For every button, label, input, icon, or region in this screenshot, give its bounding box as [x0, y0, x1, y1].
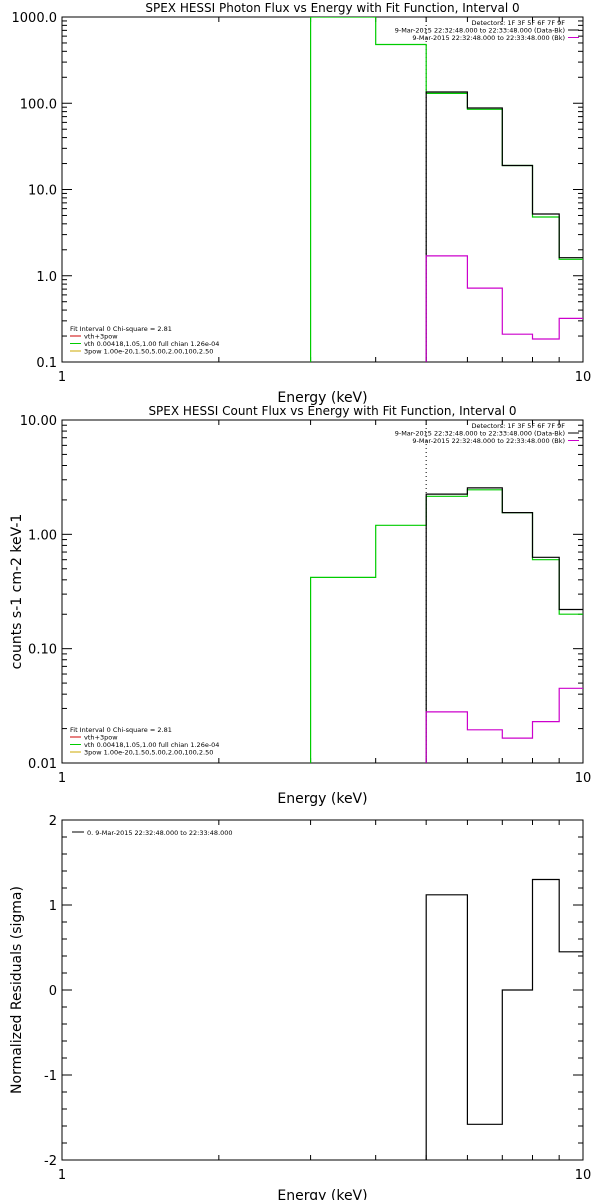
chart-title: SPEX HESSI Count Flux vs Energy with Fit…	[148, 404, 516, 418]
x-tick-label: 1	[58, 370, 66, 385]
y-tick-label: 0.10	[28, 643, 57, 658]
series-group	[425, 878, 583, 1160]
y-tick-label: 1.00	[28, 528, 57, 543]
series-line-1	[310, 17, 583, 362]
y-tick-label: 2	[49, 814, 57, 829]
y-tick-label: -1	[44, 1069, 57, 1084]
legend-entry: 9-Mar-2015 22:32:48.000 to 22:33:48.000 …	[395, 430, 565, 438]
y-tick-label: 100.0	[20, 97, 57, 112]
x-axis-label: Energy (keV)	[277, 390, 367, 406]
y-axis-label: counts s-1 cm-2 keV-1	[9, 514, 25, 670]
chart-panel-3: 1 10 -2 -1 0 1 2 Energy (keV) Normalized Residua…	[9, 814, 591, 1200]
x-tick-label: 1	[58, 771, 66, 786]
y-tick-label: 1	[49, 899, 57, 914]
x-tick-label: 10	[575, 1168, 592, 1183]
chart-panel-2: SPEX HESSI Count Flux vs Energy with Fit…	[9, 404, 591, 807]
y-tick-label: 0.01	[28, 757, 57, 772]
y-tick-label: 10.0	[28, 184, 57, 199]
y-tick-label: 0	[49, 984, 57, 999]
legend-entry: 9-Mar-2015 22:32:48.000 to 22:33:48.000 …	[412, 34, 565, 42]
legend-entry: Detectors: 1F 3F 5F 6F 7F 9F	[471, 422, 565, 430]
legend-entry: Fit Interval 0 Chi-square = 2.81	[70, 325, 172, 333]
series-line-3	[425, 255, 583, 362]
legend-entry: vth 0.00418,1.05,1.00 full chian 1.26e-0…	[84, 340, 219, 348]
y-tick-label: 1.0	[36, 270, 57, 285]
series-line-2	[425, 487, 583, 763]
y-axis-label: Normalized Residuals (sigma)	[9, 886, 25, 1094]
legend-entry: 9-Mar-2015 22:32:48.000 to 22:33:48.000 …	[412, 437, 565, 445]
y-tick-label: -2	[44, 1154, 57, 1169]
legend-entry: 3pow 1.00e-20,1.50,5.00,2.00,100,2.50	[84, 749, 213, 757]
legend-entry: vth 0.00418,1.05,1.00 full chian 1.26e-0…	[84, 741, 219, 749]
plot-frame	[61, 16, 584, 363]
x-tick-label: 10	[575, 370, 592, 385]
x-axis-label: Energy (keV)	[277, 791, 367, 807]
y-tick-label: 0.1	[36, 356, 57, 371]
y-tick-label: 1000.0	[12, 11, 58, 26]
legend-entry: vth+3pow	[84, 734, 118, 742]
series-line-1	[425, 878, 583, 1160]
y-tick-label: 10.00	[20, 414, 57, 429]
legend-entry: Fit Interval 0 Chi-square = 2.81	[70, 726, 172, 734]
x-tick-label: 1	[58, 1168, 66, 1183]
legend-entry: 9-Mar-2015 22:32:48.000 to 22:33:48.000 …	[395, 27, 565, 35]
plot-frame	[61, 419, 584, 764]
legend-entry: Detectors: 1F 3F 5F 6F 7F 9F	[471, 19, 565, 27]
series-group	[310, 17, 583, 362]
legend-entry: 3pow 1.00e-20,1.50,5.00,2.00,100,2.50	[84, 348, 213, 356]
legend-entry: 0. 9-Mar-2015 22:32:48.000 to 22:33:48.0…	[87, 829, 233, 837]
chart-title: SPEX HESSI Photon Flux vs Energy with Fi…	[145, 1, 519, 15]
x-axis-label: Energy (keV)	[277, 1188, 367, 1200]
chart-panel-1: SPEX HESSI Photon Flux vs Energy with Fi…	[12, 1, 592, 406]
series-line-3	[425, 687, 583, 763]
series-group	[310, 487, 583, 763]
x-tick-label: 10	[575, 771, 592, 786]
series-line-2	[425, 91, 583, 362]
legend-entry: vth+3pow	[84, 333, 118, 341]
